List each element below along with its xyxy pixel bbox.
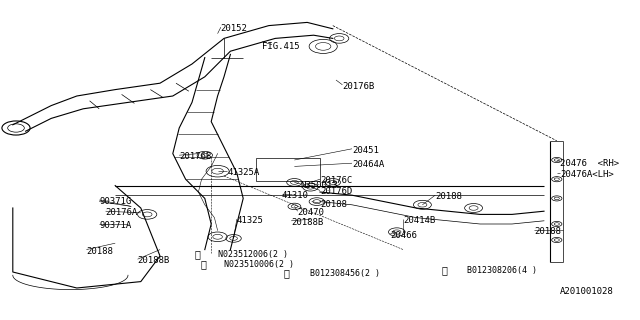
Text: N350013: N350013 [301,181,339,190]
Text: 90371G: 90371G [99,197,131,206]
Text: 20188B: 20188B [138,256,170,265]
Text: N023512006(2 ): N023512006(2 ) [218,250,287,259]
Text: 20152: 20152 [221,24,248,33]
Text: 20176C: 20176C [320,176,352,185]
Text: 20188: 20188 [320,200,347,209]
Text: 20466: 20466 [390,231,417,240]
Text: 90371A: 90371A [99,221,131,230]
Text: 20188B: 20188B [291,218,323,227]
Text: ⒵: ⒵ [200,259,207,269]
Text: B012308206(4 ): B012308206(4 ) [467,266,537,275]
Text: FIG.415: FIG.415 [262,42,300,51]
Text: 20470: 20470 [298,208,324,217]
Text: 20176A: 20176A [106,208,138,217]
Text: ⒵: ⒵ [194,249,200,260]
Text: 20176B: 20176B [179,152,211,161]
Text: 20176D: 20176D [320,188,352,196]
Text: 20451: 20451 [352,146,379,155]
Text: 41310: 41310 [282,191,308,200]
Text: Ⓐ: Ⓐ [284,268,290,279]
Text: 20176B: 20176B [342,82,374,91]
Text: 20188: 20188 [435,192,462,201]
Text: A201001028: A201001028 [560,287,614,296]
Text: 41325: 41325 [237,216,264,225]
Text: B012308456(2 ): B012308456(2 ) [310,269,380,278]
Text: 20476  <RH>: 20476 <RH> [560,159,619,168]
Text: N023510006(2 ): N023510006(2 ) [224,260,294,268]
Text: 41325A: 41325A [227,168,259,177]
Text: 20464A: 20464A [352,160,384,169]
Text: 20188: 20188 [86,247,113,256]
Text: Ⓐ: Ⓐ [441,265,447,276]
Text: 20188: 20188 [534,228,561,236]
Text: 20476A<LH>: 20476A<LH> [560,170,614,179]
Bar [256,158,320,181]
Text: 20414B: 20414B [403,216,435,225]
